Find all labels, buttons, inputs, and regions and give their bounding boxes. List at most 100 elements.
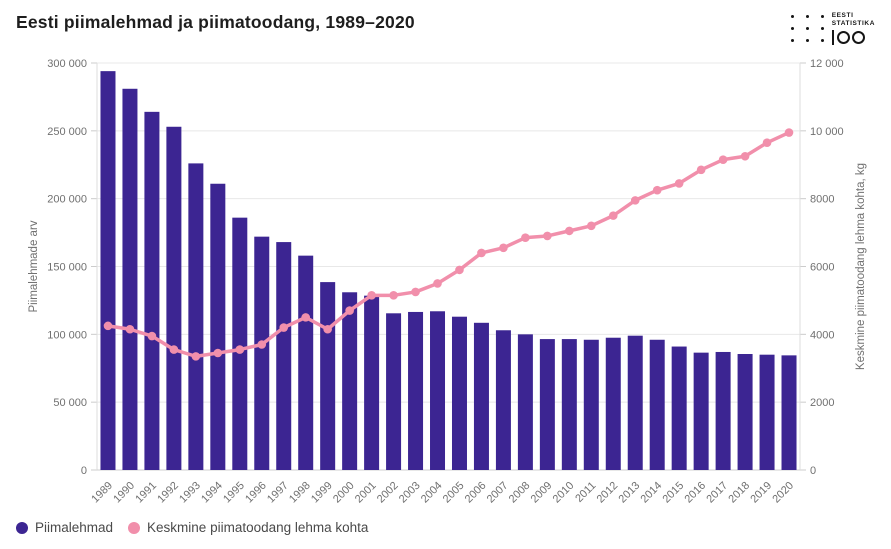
right-axis-tick-label: 10 000 [810,126,844,138]
legend-label-piimatoodang: Keskmine piimatoodang lehma kohta [147,520,369,535]
milk-yield-point-2006[interactable] [477,248,486,258]
x-label-2013: 2013 [617,480,643,506]
bar-1992[interactable] [166,126,182,470]
x-label-1997: 1997 [265,480,291,506]
left-axis-tick-label: 150 000 [47,262,87,274]
x-label-1998: 1998 [287,480,313,506]
milk-yield-point-2013[interactable] [630,196,640,205]
logo-100-icon [831,29,875,45]
bar-1995[interactable] [232,217,248,470]
milk-yield-point-2001[interactable] [367,291,376,300]
x-label-2015: 2015 [660,480,686,506]
bar-2017[interactable] [715,351,731,470]
x-label-2017: 2017 [704,480,730,506]
milk-yield-point-1995[interactable] [235,345,245,354]
x-label-2008: 2008 [507,480,533,506]
legend-item-piimatoodang[interactable]: Keskmine piimatoodang lehma kohta [128,520,368,535]
milk-yield-point-1996[interactable] [257,340,267,349]
milk-yield-point-2017[interactable] [718,155,728,164]
bar-2008[interactable] [517,334,533,470]
x-label-2009: 2009 [529,480,555,506]
bar-2010[interactable] [561,339,577,470]
bar-1994[interactable] [210,183,226,470]
bar-2009[interactable] [539,339,555,470]
bar-2013[interactable] [627,335,643,470]
milk-yield-point-2000[interactable] [345,306,354,315]
milk-yield-point-1990[interactable] [125,324,135,334]
left-axis-tick-label: 200 000 [47,194,87,206]
bar-2018[interactable] [737,354,753,470]
x-label-2002: 2002 [375,480,401,506]
milk-yield-point-1994[interactable] [213,348,223,358]
x-label-2014: 2014 [639,480,665,506]
milk-yield-point-2004[interactable] [433,279,442,288]
bar-1991[interactable] [144,111,160,470]
x-label-2005: 2005 [441,480,467,506]
milk-yield-point-2008[interactable] [521,233,530,242]
milk-yield-point-2011[interactable] [586,221,596,231]
bar-1990[interactable] [122,88,138,470]
milk-yield-point-1998[interactable] [301,313,311,322]
milk-yield-point-2014[interactable] [652,185,662,195]
milk-yield-point-2010[interactable] [565,226,574,236]
milk-yield-point-2012[interactable] [608,211,618,220]
x-label-1993: 1993 [177,480,203,506]
bar-2007[interactable] [495,330,511,470]
milk-yield-point-2018[interactable] [740,151,750,161]
bar-2016[interactable] [693,352,709,470]
milk-yield-point-2016[interactable] [696,165,706,175]
statistics-estonia-logo: EESTI STATISTIKA [790,12,875,45]
milk-yield-point-2003[interactable] [411,287,420,297]
x-label-2012: 2012 [595,480,621,506]
milk-yield-point-2015[interactable] [674,179,684,188]
bar-2001[interactable] [364,295,380,470]
legend-item-piimalehmad[interactable]: Piimalehmad [16,520,113,535]
bar-2011[interactable] [583,339,599,470]
milk-yield-point-2002[interactable] [389,291,398,300]
milk-yield-point-2019[interactable] [762,138,772,148]
bar-2015[interactable] [671,346,687,470]
x-label-2010: 2010 [551,480,577,506]
bar-1999[interactable] [320,282,336,470]
bar-2003[interactable] [408,311,424,470]
bar-2006[interactable] [473,322,489,470]
bar-2019[interactable] [759,354,775,470]
x-label-2006: 2006 [463,480,489,506]
bar-2000[interactable] [342,292,358,470]
logo-text-line1: EESTI [831,12,854,19]
milk-yield-point-1989[interactable] [103,321,113,331]
x-label-2016: 2016 [682,480,708,506]
right-axis-tick-label: 6000 [810,262,834,274]
bar-1996[interactable] [254,236,270,470]
bar-2020[interactable] [781,355,797,470]
milk-yield-point-1993[interactable] [191,352,201,361]
bar-1989[interactable] [100,71,116,470]
milk-yield-point-2007[interactable] [499,243,508,253]
milk-yield-point-1991[interactable] [147,331,157,341]
milk-yield-point-1999[interactable] [323,324,332,334]
milk-yield-point-1997[interactable] [279,323,289,332]
left-axis-title: Piimalehmade arv [28,220,40,312]
bar-1997[interactable] [276,242,292,470]
milk-yield-point-2005[interactable] [455,265,464,275]
milk-yield-point-1992[interactable] [169,345,179,354]
x-label-1990: 1990 [111,480,137,506]
milk-yield-point-2020[interactable] [784,128,794,137]
x-label-1996: 1996 [243,480,269,506]
bar-1993[interactable] [188,163,204,471]
bar-2005[interactable] [451,316,467,470]
bar-2012[interactable] [605,337,621,470]
bar-1998[interactable] [298,255,314,470]
bar-2002[interactable] [386,313,402,470]
x-label-2003: 2003 [397,480,423,506]
x-label-1995: 1995 [221,480,247,506]
bar-2014[interactable] [649,339,665,470]
milk-yield-point-2009[interactable] [543,231,552,241]
left-axis-tick-label: 250 000 [47,126,87,138]
bar-2004[interactable] [430,311,446,470]
legend-dot-bars-icon [16,521,28,534]
right-axis-tick-label: 2000 [810,397,834,409]
x-label-1994: 1994 [199,480,225,506]
